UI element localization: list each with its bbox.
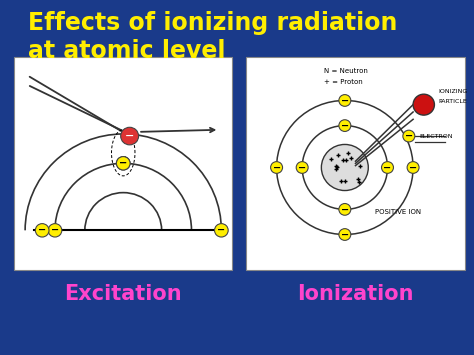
Text: −: − [298,163,306,173]
Text: −: − [341,95,349,105]
Circle shape [271,162,283,173]
Text: −: − [341,230,349,240]
Text: −: − [51,225,59,235]
Text: Ionization: Ionization [297,284,414,304]
Circle shape [339,229,351,240]
Circle shape [296,162,308,173]
Text: N = Neutron: N = Neutron [323,68,367,74]
Text: −: − [125,131,134,141]
Text: −: − [409,163,417,173]
Text: Effects of ionizing radiation
at atomic level: Effects of ionizing radiation at atomic … [28,11,398,64]
Circle shape [403,130,415,142]
Circle shape [215,224,228,237]
Circle shape [117,157,130,170]
Circle shape [36,224,49,237]
Circle shape [407,162,419,173]
Circle shape [48,224,62,237]
Text: −: − [341,204,349,214]
Text: IONIZING: IONIZING [439,89,468,94]
Text: −: − [119,158,128,168]
Text: POSITIVE ION: POSITIVE ION [375,209,421,214]
Circle shape [121,127,138,145]
Circle shape [413,94,434,115]
Circle shape [339,120,351,131]
Text: −: − [273,163,281,173]
Text: −: − [119,158,128,168]
Text: −: − [383,163,392,173]
Circle shape [339,203,351,215]
Text: −: − [38,225,46,235]
Bar [246,57,465,270]
Text: PARTICLE: PARTICLE [439,99,467,104]
Text: ELECTRON: ELECTRON [419,134,453,139]
Circle shape [321,144,368,191]
Circle shape [339,94,351,106]
Circle shape [117,157,130,170]
Text: Excitation: Excitation [64,284,182,304]
Text: −: − [217,225,226,235]
Circle shape [382,162,393,173]
Bar [14,57,232,270]
Text: + = Proton: + = Proton [323,79,362,85]
Text: −: − [341,121,349,131]
Text: −: − [405,131,413,141]
